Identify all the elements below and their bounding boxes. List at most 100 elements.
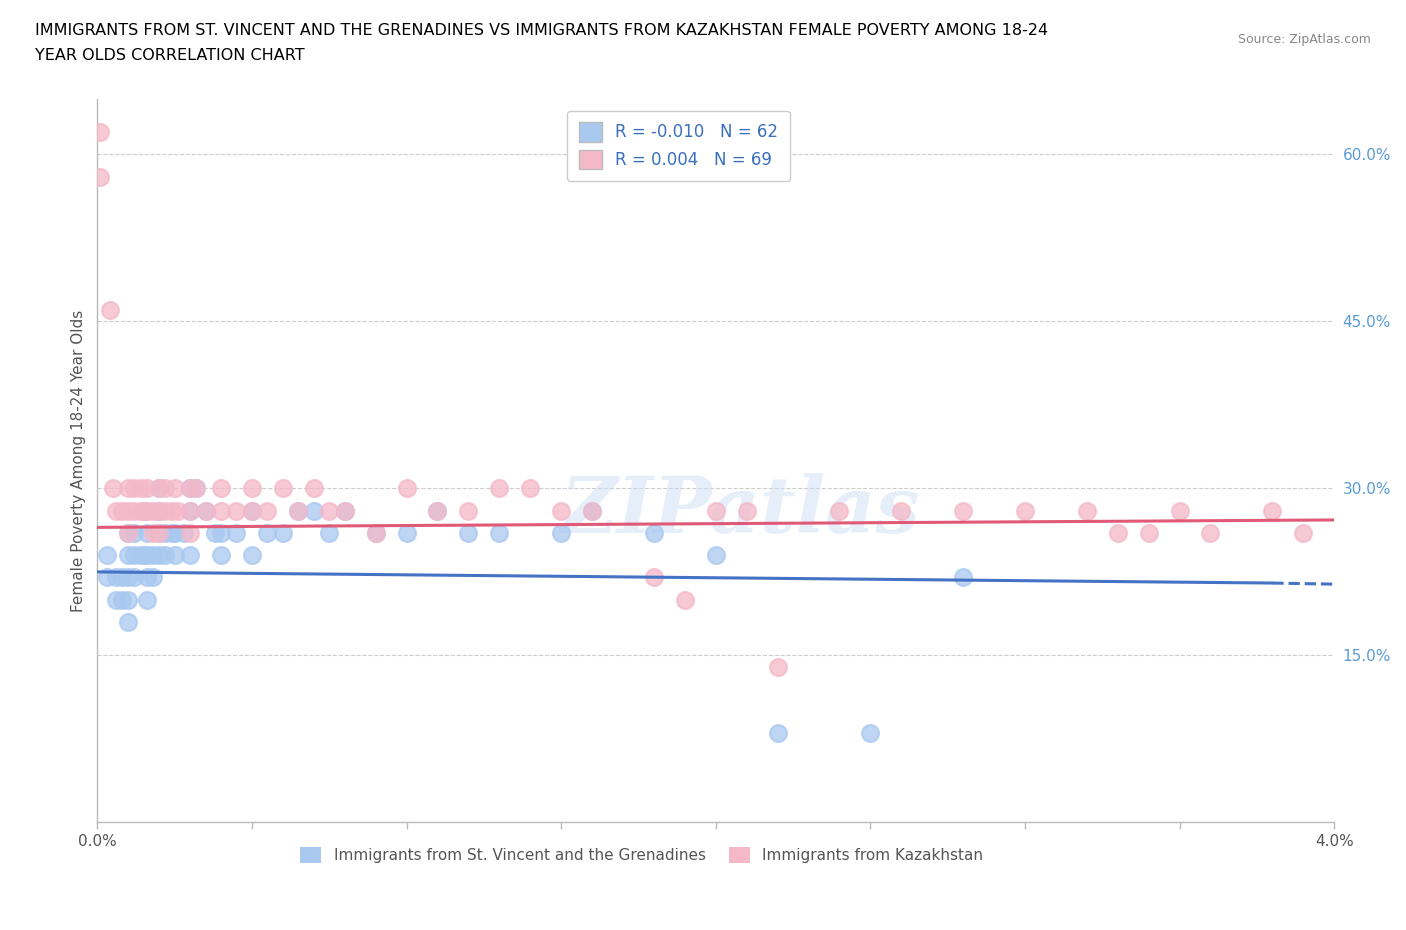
Point (179, 503, 201, 518)
Point (142, 525, 165, 540)
Point (129, 503, 152, 518)
Point (581, 503, 603, 518)
Point (160, 503, 183, 518)
Point (148, 481, 170, 496)
Point (395, 481, 418, 496)
Point (179, 503, 201, 518)
Point (302, 481, 325, 496)
Point (519, 481, 541, 496)
Point (148, 525, 170, 540)
Point (209, 503, 232, 518)
Point (1199, 525, 1222, 540)
Point (142, 548, 165, 563)
Point (179, 525, 201, 540)
Point (163, 525, 186, 540)
Point (271, 525, 294, 540)
Point (101, 481, 124, 496)
Point (117, 481, 139, 496)
Point (135, 481, 157, 496)
Point (166, 503, 188, 518)
Point (1107, 525, 1129, 540)
Point (204, 525, 226, 540)
Point (673, 592, 696, 607)
Point (132, 548, 155, 563)
Point (124, 481, 146, 496)
Point (240, 481, 263, 496)
Point (766, 659, 789, 674)
Point (1014, 503, 1036, 518)
Point (117, 503, 139, 518)
Point (643, 525, 665, 540)
Point (179, 481, 201, 496)
Point (148, 503, 170, 518)
Point (135, 525, 157, 540)
Point (194, 503, 217, 518)
Point (117, 592, 139, 607)
Point (89, 125, 111, 140)
Point (96, 570, 118, 585)
Point (129, 481, 152, 496)
Point (117, 570, 139, 585)
Point (179, 481, 201, 496)
Text: YEAR OLDS CORRELATION CHART: YEAR OLDS CORRELATION CHART (35, 48, 305, 63)
Point (142, 570, 165, 585)
Point (135, 548, 157, 563)
Point (333, 503, 356, 518)
Point (111, 592, 134, 607)
Point (1076, 503, 1098, 518)
Point (643, 570, 665, 585)
Point (240, 548, 263, 563)
Point (364, 525, 387, 540)
Point (488, 481, 510, 496)
Point (1168, 503, 1191, 518)
Point (240, 503, 263, 518)
Point (271, 481, 294, 496)
Point (179, 548, 201, 563)
Point (96, 548, 118, 563)
Point (117, 548, 139, 563)
Point (148, 548, 170, 563)
Point (124, 548, 146, 563)
Point (160, 525, 183, 540)
Point (148, 503, 170, 518)
Point (148, 481, 170, 496)
Point (581, 503, 603, 518)
Point (117, 525, 139, 540)
Point (225, 503, 247, 518)
Point (132, 503, 155, 518)
Point (318, 525, 340, 540)
Point (111, 503, 134, 518)
Point (186, 481, 208, 496)
Point (550, 525, 572, 540)
Point (135, 592, 157, 607)
Point (1354, 503, 1376, 518)
Point (333, 503, 356, 518)
Point (859, 726, 882, 741)
Point (952, 570, 974, 585)
Point (163, 548, 186, 563)
Point (766, 726, 789, 741)
Point (104, 570, 127, 585)
Point (302, 503, 325, 518)
Point (89, 169, 111, 184)
Point (209, 481, 232, 496)
Point (952, 503, 974, 518)
Point (98, 303, 121, 318)
Point (395, 525, 418, 540)
Y-axis label: Female Poverty Among 18-24 Year Olds: Female Poverty Among 18-24 Year Olds (72, 310, 86, 612)
Point (104, 592, 127, 607)
Point (186, 481, 208, 496)
Legend: Immigrants from St. Vincent and the Grenadines, Immigrants from Kazakhstan: Immigrants from St. Vincent and the Gren… (294, 841, 990, 869)
Point (256, 525, 278, 540)
Point (124, 503, 146, 518)
Point (704, 548, 727, 563)
Point (1137, 525, 1160, 540)
Point (457, 525, 479, 540)
Point (209, 525, 232, 540)
Point (117, 615, 139, 630)
Point (426, 503, 449, 518)
Point (173, 525, 195, 540)
Point (225, 525, 247, 540)
Point (124, 525, 146, 540)
Point (318, 503, 340, 518)
